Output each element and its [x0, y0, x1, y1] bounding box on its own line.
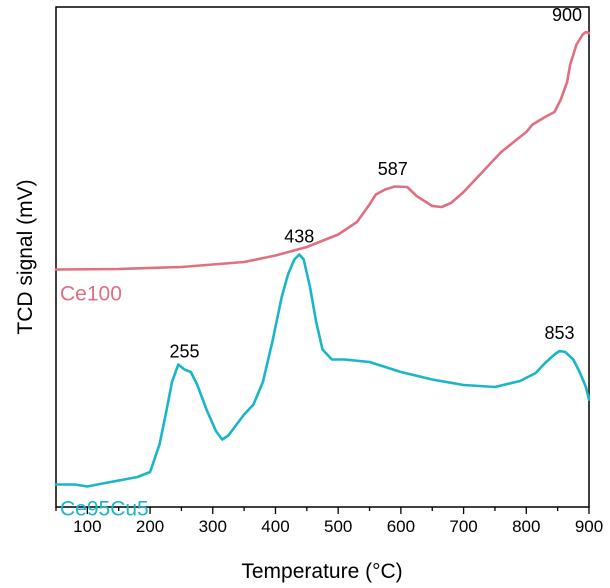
peak-labels: 587 900 255 438 853 [170, 5, 582, 362]
y-axis-title: TCD signal (mV) [14, 179, 37, 334]
x-tick-label: 700 [449, 517, 477, 536]
peak-label: 587 [378, 159, 408, 179]
x-tick-label: 400 [261, 517, 289, 536]
x-tick-label: 600 [387, 517, 415, 536]
series-label-ce100: Ce100 [60, 283, 122, 306]
peak-label: 853 [545, 323, 575, 343]
x-tick-label: 900 [575, 517, 603, 536]
x-tick-label: 200 [136, 517, 164, 536]
peak-label: 900 [552, 5, 582, 25]
series-line-ce95cu5 [54, 253, 591, 488]
plot-frame [55, 6, 590, 508]
series-lines [54, 30, 591, 488]
x-tick-label: 500 [324, 517, 352, 536]
peak-label: 438 [284, 227, 314, 247]
x-tick-label: 300 [199, 517, 227, 536]
series-line-ce100 [54, 30, 591, 271]
x-tick-label: 800 [512, 517, 540, 536]
x-tick-label: 100 [73, 517, 101, 536]
peak-label: 255 [170, 342, 200, 362]
series-label-ce95cu5: Ce95Cu5 [60, 498, 149, 521]
x-axis-ticks: 100 200 300 400 500 600 700 800 900 [55, 507, 603, 536]
series-labels: Ce100 Ce95Cu5 [60, 283, 149, 521]
x-axis-title: Temperature (°C) [241, 560, 402, 583]
